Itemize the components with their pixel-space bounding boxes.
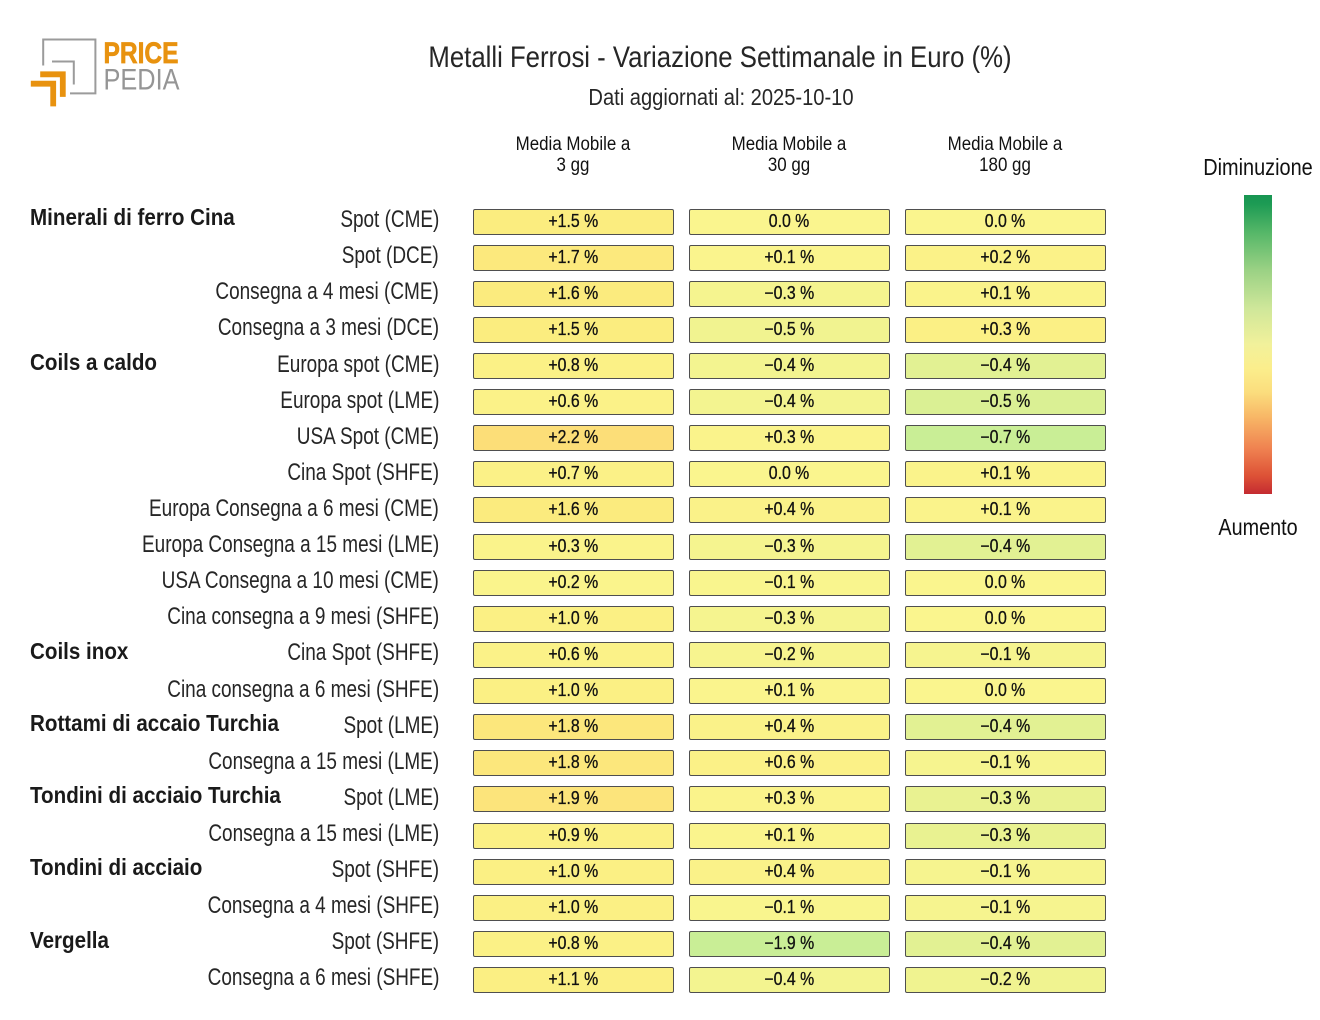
svg-text:PEDIA: PEDIA [104,64,180,97]
svg-text:PRICE: PRICE [104,37,179,70]
